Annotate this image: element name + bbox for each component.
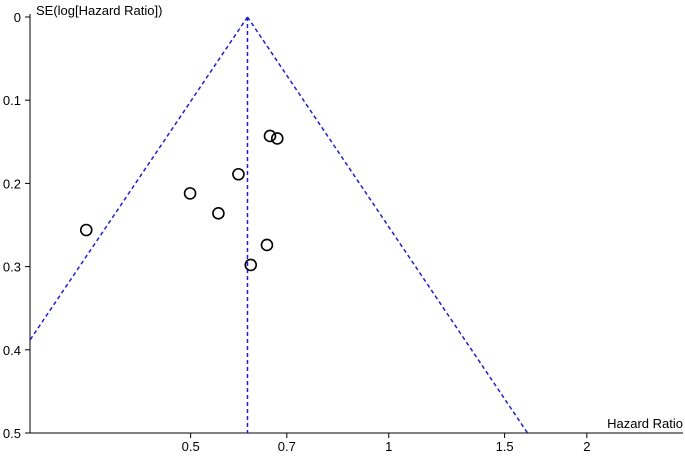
funnel-lines [29, 16, 529, 434]
study-point [244, 258, 258, 272]
x-tick-label: 1.5 [496, 439, 514, 454]
x-axis-title: Hazard Ratio [607, 416, 683, 431]
study-point [183, 187, 197, 200]
study-point [270, 132, 284, 145]
study-point [260, 238, 274, 252]
y-tick-label: 0.4 [3, 343, 21, 358]
study-point [232, 167, 245, 181]
x-tick-label: 0.5 [182, 439, 200, 454]
study-points [79, 129, 284, 272]
funnel-right-boundary [246, 16, 529, 434]
y-tick-label: 0.5 [3, 426, 21, 441]
y-axis-title: SE(log[Hazard Ratio]) [36, 3, 162, 18]
y-tick-label: 0 [14, 10, 21, 25]
x-tick-label: 2 [583, 439, 590, 454]
study-point [212, 207, 225, 220]
plot-axes [29, 14, 683, 434]
funnel-left-boundary [29, 16, 249, 341]
study-point [263, 129, 277, 143]
y-tick-label: 0.3 [3, 260, 21, 275]
study-point [79, 223, 93, 237]
y-axis-ticks: 0 0.1 0.2 0.3 0.4 0.5 [3, 10, 30, 441]
y-tick-label: 0.1 [3, 93, 21, 108]
y-tick-label: 0.2 [3, 176, 21, 191]
x-tick-label: 0.7 [278, 439, 296, 454]
x-axis-ticks: 0.5 0.7 1 1.5 2 [182, 433, 590, 454]
x-tick-label: 1 [385, 439, 392, 454]
